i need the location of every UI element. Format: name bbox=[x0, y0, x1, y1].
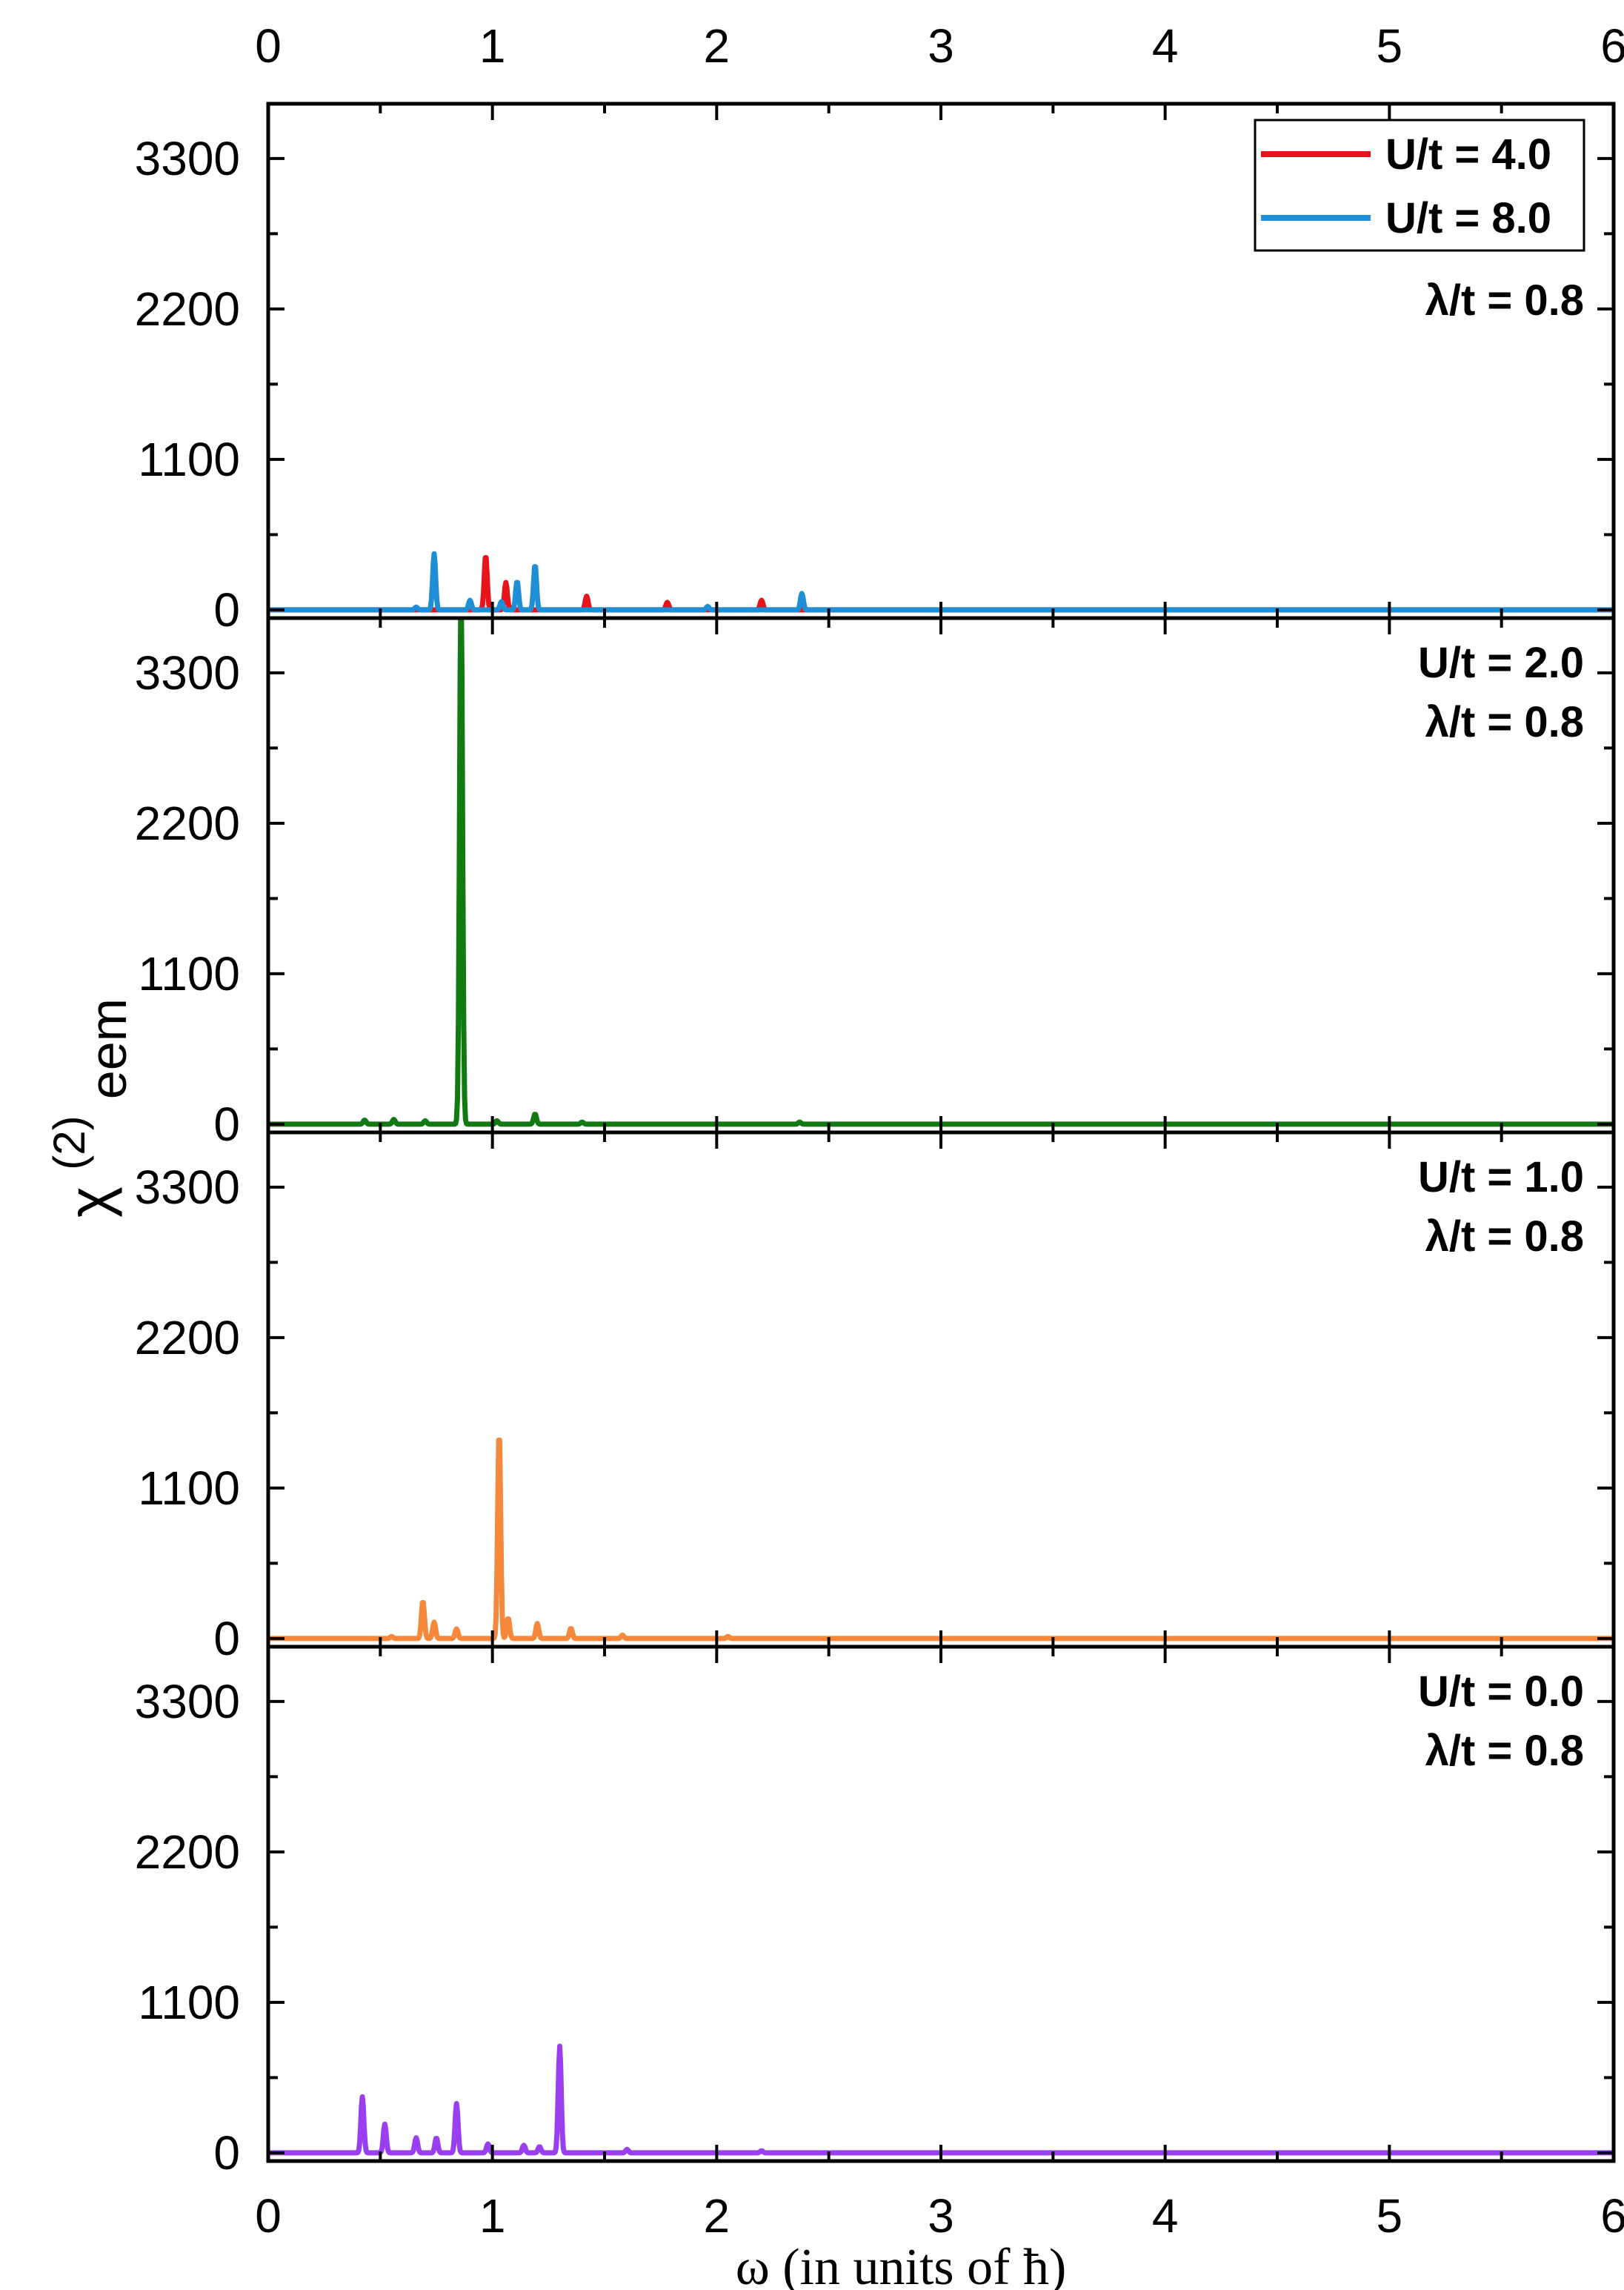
panel-annotation: λ/t = 0.8 bbox=[1425, 276, 1584, 325]
top-x-tick-label: 6 bbox=[1600, 19, 1624, 73]
top-x-tick-labels: 0 1 2 3 4 5 6 bbox=[255, 19, 1624, 73]
legend-label: U/t = 8.0 bbox=[1385, 194, 1551, 242]
y-axis-title-superscript: (2) bbox=[44, 1115, 94, 1169]
y-axis-title-subscript: eem bbox=[79, 998, 137, 1099]
y-tick-label: 0 bbox=[213, 2126, 240, 2180]
panel-4: 0 1100 2200 3300 U/t = 0.0 λ/t = 0.8 bbox=[135, 1645, 1616, 2180]
panel-annotation: U/t = 0.0 bbox=[1418, 1667, 1584, 1716]
y-axis-title: χ (2) eem bbox=[31, 998, 137, 1218]
bottom-x-tick-label: 4 bbox=[1152, 2189, 1179, 2243]
y-axis-title-main: χ bbox=[56, 1187, 122, 1218]
bottom-x-tick-label: 5 bbox=[1377, 2189, 1403, 2243]
series-line-4-1 bbox=[268, 2043, 1614, 2156]
panel-annotation: U/t = 1.0 bbox=[1418, 1153, 1584, 1201]
panel-frame bbox=[266, 1645, 1616, 2163]
y-tick-label: 2200 bbox=[135, 1311, 240, 1364]
legend: U/t = 4.0 U/t = 8.0 bbox=[1254, 119, 1585, 252]
y-tick-label: 3300 bbox=[135, 1675, 240, 1728]
top-x-tick-label: 4 bbox=[1152, 19, 1179, 73]
legend-box bbox=[1254, 119, 1585, 252]
series-line-1-2 bbox=[268, 551, 1614, 613]
top-x-tick-label: 5 bbox=[1377, 19, 1403, 73]
bottom-x-tick-label: 6 bbox=[1600, 2189, 1624, 2243]
panel-annotation: λ/t = 0.8 bbox=[1425, 698, 1584, 746]
x-axis-title: ω (in units of ħ) bbox=[736, 2239, 1067, 2290]
top-x-tick-label: 2 bbox=[704, 19, 731, 73]
bottom-x-tick-label: 2 bbox=[704, 2189, 731, 2243]
series-line-2-1 bbox=[268, 618, 1614, 1127]
y-tick-label: 2200 bbox=[135, 797, 240, 850]
bottom-x-tick-label: 3 bbox=[928, 2189, 954, 2243]
top-x-tick-label: 0 bbox=[255, 19, 282, 73]
bottom-x-tick-label: 1 bbox=[479, 2189, 506, 2243]
y-tick-label: 0 bbox=[213, 1098, 240, 1151]
panel-3: 0 1100 2200 3300 U/t = 1.0 λ/t = 0.8 bbox=[135, 1130, 1616, 1665]
y-tick-label: 0 bbox=[213, 1612, 240, 1665]
y-tick-label: 1100 bbox=[138, 1976, 240, 2029]
panel-annotation: U/t = 2.0 bbox=[1418, 639, 1584, 687]
top-x-tick-label: 1 bbox=[479, 19, 506, 73]
top-x-tick-label: 3 bbox=[928, 19, 954, 73]
panels: 0 1100 2200 3300 λ/t = 0.8 0 1100 2200 3300 U/t =… bbox=[135, 102, 1616, 2180]
panel-frame bbox=[266, 616, 1616, 1135]
y-tick-label: 1100 bbox=[138, 433, 240, 486]
series-line-3-1 bbox=[268, 1437, 1614, 1642]
panel-2: 0 1100 2200 3300 U/t = 2.0 λ/t = 0.8 bbox=[135, 616, 1616, 1151]
y-tick-label: 1100 bbox=[138, 1461, 240, 1515]
legend-label: U/t = 4.0 bbox=[1385, 130, 1551, 179]
y-tick-label: 3300 bbox=[135, 132, 240, 185]
panel-annotation: λ/t = 0.8 bbox=[1425, 1212, 1584, 1261]
y-tick-label: 2200 bbox=[135, 1825, 240, 1879]
bottom-x-tick-labels: 0 1 2 3 4 5 6 bbox=[255, 2189, 1624, 2243]
y-tick-label: 1100 bbox=[138, 947, 240, 1000]
y-tick-label: 3300 bbox=[135, 1161, 240, 1214]
y-tick-label: 2200 bbox=[135, 282, 240, 336]
y-tick-label: 0 bbox=[213, 583, 240, 637]
bottom-x-tick-label: 0 bbox=[255, 2189, 282, 2243]
panel-annotation: λ/t = 0.8 bbox=[1425, 1727, 1584, 1775]
y-tick-label: 3300 bbox=[135, 646, 240, 700]
panel-frame bbox=[266, 1130, 1616, 1649]
